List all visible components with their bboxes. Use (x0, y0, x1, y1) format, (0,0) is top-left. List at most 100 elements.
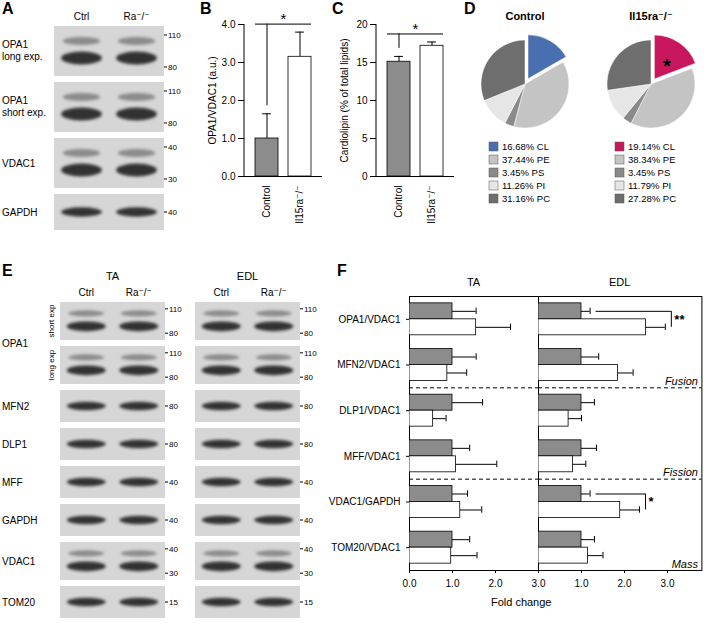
svg-text:38.34% PE: 38.34% PE (628, 154, 676, 165)
svg-text:TOM20: TOM20 (2, 597, 36, 608)
svg-text:TA: TA (106, 270, 120, 282)
svg-text:Control: Control (393, 186, 404, 218)
svg-text:MFN2: MFN2 (2, 401, 30, 412)
svg-text:80: 80 (304, 402, 313, 411)
svg-text:long exp: long exp (47, 349, 56, 380)
svg-text:3.45% PS: 3.45% PS (502, 167, 544, 178)
svg-text:Ctrl: Ctrl (213, 287, 229, 298)
svg-text:15: 15 (304, 598, 313, 607)
svg-text:OPA1long exp.: OPA1long exp. (2, 39, 43, 62)
svg-text:0: 0 (362, 171, 368, 182)
svg-text:30: 30 (168, 175, 177, 184)
svg-text:Ra⁻/⁻: Ra⁻/⁻ (123, 11, 149, 22)
svg-text:Control: Control (505, 10, 544, 22)
svg-text:1.0: 1.0 (222, 133, 236, 144)
svg-text:3.0: 3.0 (532, 578, 546, 589)
svg-text:30: 30 (304, 569, 313, 578)
svg-text:OPA1/VDAC1: OPA1/VDAC1 (338, 314, 400, 325)
svg-text:40: 40 (304, 545, 313, 554)
svg-text:80: 80 (304, 440, 313, 449)
svg-text:MFF/VDAC1: MFF/VDAC1 (344, 451, 401, 462)
svg-text:80: 80 (169, 440, 178, 449)
svg-text:3.45% PS: 3.45% PS (628, 167, 670, 178)
svg-text:Ra⁻/⁻: Ra⁻/⁻ (261, 287, 287, 298)
svg-text:*: * (413, 20, 419, 37)
svg-text:80: 80 (169, 329, 178, 338)
svg-text:30: 30 (169, 569, 178, 578)
svg-text:27.28% PC: 27.28% PC (628, 193, 676, 204)
svg-text:15: 15 (356, 57, 368, 68)
svg-text:40: 40 (169, 516, 178, 525)
svg-text:Control: Control (261, 186, 272, 218)
svg-text:Ra⁻/⁻: Ra⁻/⁻ (126, 287, 152, 298)
svg-text:*: * (663, 55, 671, 77)
svg-text:2.0: 2.0 (222, 95, 236, 106)
svg-text:EDL: EDL (237, 270, 258, 282)
svg-text:40: 40 (168, 143, 177, 152)
svg-text:5: 5 (362, 133, 368, 144)
svg-text:OPA1short exp.: OPA1short exp. (2, 95, 46, 118)
svg-text:80: 80 (168, 119, 177, 128)
svg-text:OPA1: OPA1 (2, 338, 28, 349)
svg-text:15: 15 (169, 598, 178, 607)
svg-text:40: 40 (304, 516, 313, 525)
svg-text:110: 110 (304, 349, 317, 358)
svg-text:Fission: Fission (663, 466, 698, 478)
svg-text:40: 40 (304, 478, 313, 487)
svg-text:11.26% PI: 11.26% PI (502, 180, 545, 191)
svg-text:Fusion: Fusion (665, 375, 698, 387)
svg-text:80: 80 (304, 329, 313, 338)
svg-text:110: 110 (304, 305, 317, 314)
svg-text:DLP1/VDAC1: DLP1/VDAC1 (339, 405, 401, 416)
svg-text:DLP1: DLP1 (2, 439, 27, 450)
svg-text:MFF: MFF (2, 477, 23, 488)
svg-text:Il15ra⁻/⁻: Il15ra⁻/⁻ (629, 10, 673, 22)
svg-text:16.68% CL: 16.68% CL (502, 141, 549, 152)
svg-text:Mass: Mass (672, 558, 699, 570)
svg-text:110: 110 (168, 31, 181, 40)
svg-text:TOM20/VDAC1: TOM20/VDAC1 (331, 542, 401, 553)
svg-text:Il15ra⁻/⁻: Il15ra⁻/⁻ (426, 186, 437, 224)
svg-text:20: 20 (356, 19, 368, 30)
svg-text:0.0: 0.0 (222, 171, 236, 182)
svg-text:2.0: 2.0 (618, 578, 632, 589)
html-text:A: A (2, 0, 14, 17)
svg-text:VDAC1: VDAC1 (2, 556, 36, 567)
svg-text:1.0: 1.0 (446, 578, 460, 589)
svg-text:31.16% PC: 31.16% PC (502, 193, 550, 204)
svg-text:Ctrl: Ctrl (78, 287, 94, 298)
svg-text:40: 40 (169, 478, 178, 487)
svg-text:OPA1/VDAC1 (a.u.): OPA1/VDAC1 (a.u.) (207, 56, 218, 144)
svg-text:1.0: 1.0 (575, 578, 589, 589)
svg-text:VDAC1/GAPDH: VDAC1/GAPDH (329, 496, 401, 507)
svg-text:80: 80 (169, 402, 178, 411)
svg-text:GAPDH: GAPDH (2, 207, 38, 218)
svg-text:19.14% CL: 19.14% CL (628, 141, 675, 152)
svg-text:*: * (281, 10, 287, 27)
svg-text:80: 80 (304, 373, 313, 382)
svg-text:*: * (649, 494, 655, 509)
svg-text:11.79% PI: 11.79% PI (628, 180, 671, 191)
svg-text:0.0: 0.0 (403, 578, 417, 589)
svg-text:40: 40 (168, 208, 177, 217)
svg-text:110: 110 (168, 87, 181, 96)
svg-text:80: 80 (168, 63, 177, 72)
svg-text:37.44% PE: 37.44% PE (502, 154, 550, 165)
svg-text:110: 110 (169, 305, 182, 314)
svg-text:4.0: 4.0 (222, 19, 236, 30)
svg-text:110: 110 (169, 349, 182, 358)
svg-text:40: 40 (169, 545, 178, 554)
svg-text:Cardiolipin (% of total lipids: Cardiolipin (% of total lipids) (339, 39, 350, 163)
svg-text:GAPDH: GAPDH (2, 515, 38, 526)
svg-text:Il15ra⁻/⁻: Il15ra⁻/⁻ (294, 186, 305, 224)
svg-text:3.0: 3.0 (222, 57, 236, 68)
svg-text:10: 10 (356, 95, 368, 106)
svg-text:Ctrl: Ctrl (74, 11, 90, 22)
svg-text:**: ** (674, 311, 685, 326)
svg-text:VDAC1: VDAC1 (2, 158, 36, 169)
svg-text:3.0: 3.0 (661, 578, 675, 589)
svg-text:short exp: short exp (47, 304, 56, 337)
svg-text:80: 80 (169, 373, 178, 382)
svg-text:2.0: 2.0 (489, 578, 503, 589)
svg-text:MFN2/VDAC1: MFN2/VDAC1 (337, 359, 401, 370)
